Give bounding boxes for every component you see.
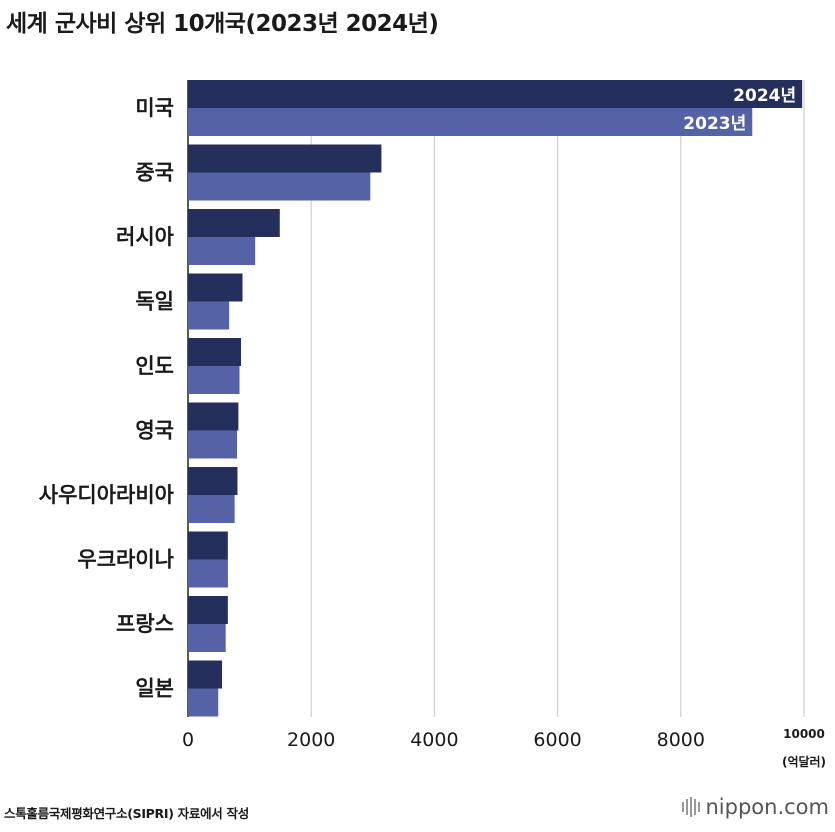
bar-2023년-사우디아라비아 <box>188 495 235 523</box>
category-label: 사우디아라비아 <box>39 483 175 507</box>
bar-2023년-러시아 <box>188 237 256 265</box>
x-tick-label: 4000 <box>410 729 458 751</box>
bar-2023년-일본 <box>188 688 219 717</box>
category-label: 독일 <box>135 290 174 314</box>
bar-2024년-우크라이나 <box>188 531 228 560</box>
x-tick-label: 0 <box>182 729 194 751</box>
series-label: 2023년 <box>683 114 746 134</box>
bar-2023년-독일 <box>188 301 230 330</box>
bar-2023년-프랑스 <box>188 624 226 652</box>
x-tick-label: 6000 <box>533 729 581 751</box>
series-labels: 2024년 2023년 <box>683 86 796 134</box>
bar-2024년-인도 <box>188 338 242 366</box>
bar-2024년-일본 <box>188 660 223 689</box>
bar-2024년-미국 <box>188 80 803 108</box>
bar-2023년-미국 <box>188 108 753 136</box>
bar-2024년-러시아 <box>188 209 280 237</box>
bar-2023년-영국 <box>188 430 238 459</box>
bars <box>188 80 803 717</box>
bar-2024년-중국 <box>188 144 382 173</box>
nippon-logo-icon <box>681 797 700 817</box>
bar-2024년-영국 <box>188 402 239 431</box>
chart-title: 세계 군사비 상위 10개국(2023년 2024년) <box>6 11 439 37</box>
bar-2024년-프랑스 <box>188 596 228 624</box>
x-tick-label: 8000 <box>657 729 705 751</box>
category-label: 미국 <box>135 96 174 120</box>
category-label: 러시아 <box>116 225 175 249</box>
source-note: 스톡홀름국제평화연구소(SIPRI) 자료에서 작성 <box>4 806 249 821</box>
bar-2024년-사우디아라비아 <box>188 467 238 495</box>
series-label: 2024년 <box>733 86 796 106</box>
category-label: 중국 <box>135 161 174 185</box>
x-tick-label: 10000 <box>783 727 825 741</box>
category-label: 프랑스 <box>116 612 174 636</box>
x-tick-labels: 0 2000 4000 6000 8000 10000 <box>182 727 825 751</box>
brand-logo: nippon.com <box>681 795 830 819</box>
bar-2023년-우크라이나 <box>188 559 228 588</box>
bar-2023년-인도 <box>188 366 240 394</box>
x-unit-label: (억달러) <box>782 754 826 769</box>
brand-text: nippon.com <box>705 795 830 819</box>
category-label: 인도 <box>135 354 174 378</box>
category-label: 일본 <box>135 677 174 701</box>
x-tick-label: 2000 <box>287 729 335 751</box>
category-label: 우크라이나 <box>77 548 174 572</box>
category-label: 영국 <box>135 419 174 443</box>
bar-2023년-중국 <box>188 172 371 201</box>
bar-2024년-독일 <box>188 273 243 302</box>
